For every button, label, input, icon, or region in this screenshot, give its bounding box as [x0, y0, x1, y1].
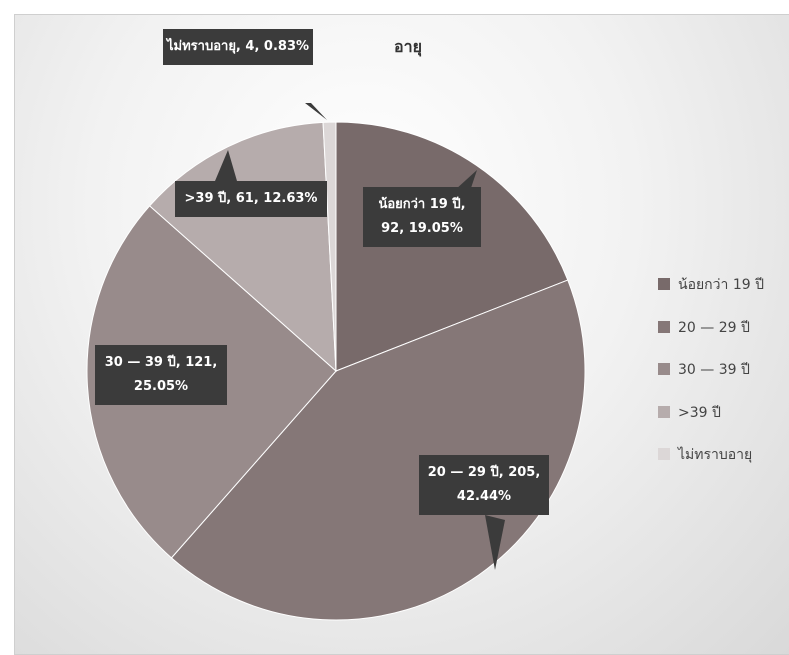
callout-pointer — [215, 150, 237, 181]
data-label: ไม่ทราบอายุ, 4, 0.83% — [163, 29, 313, 65]
chart-title: อายุ — [394, 37, 422, 56]
legend-swatch — [658, 320, 670, 333]
data-label: 30 — 39 ปี, 121, 25.05% — [95, 345, 227, 405]
legend-label: >39 ปี — [678, 404, 721, 421]
legend-swatch — [658, 405, 670, 418]
legend-label: 30 — 39 ปี — [678, 362, 750, 378]
legend-item: 30 — 39 ปี — [658, 359, 750, 381]
legend-label: ไม่ทราบอายุ — [678, 447, 753, 463]
legend-item: >39 ปี — [658, 402, 721, 424]
callout-pointer — [485, 515, 505, 570]
legend-swatch — [658, 448, 670, 460]
data-label: >39 ปี, 61, 12.63% — [175, 181, 327, 217]
data-label: 20 — 29 ปี, 205, 42.44% — [419, 455, 549, 515]
legend-item: 20 — 29 ปี — [658, 317, 750, 339]
legend-swatch — [658, 363, 670, 375]
chart: อายุ น้อยกว่า 19 ปี, 92, 19.05% 20 — 29 ป… — [14, 14, 789, 655]
legend-item: ไม่ทราบอายุ — [658, 444, 752, 466]
legend-swatch — [658, 278, 670, 290]
legend-label: น้อยกว่า 19 ปี — [678, 277, 764, 293]
pie-slice — [170, 279, 586, 621]
data-label: น้อยกว่า 19 ปี, 92, 19.05% — [363, 187, 481, 247]
legend-item: น้อยกว่า 19 ปี — [658, 274, 764, 296]
callout-pointer — [455, 170, 477, 191]
legend-label: 20 — 29 ปี — [678, 319, 750, 336]
callout-pointer — [305, 103, 327, 120]
